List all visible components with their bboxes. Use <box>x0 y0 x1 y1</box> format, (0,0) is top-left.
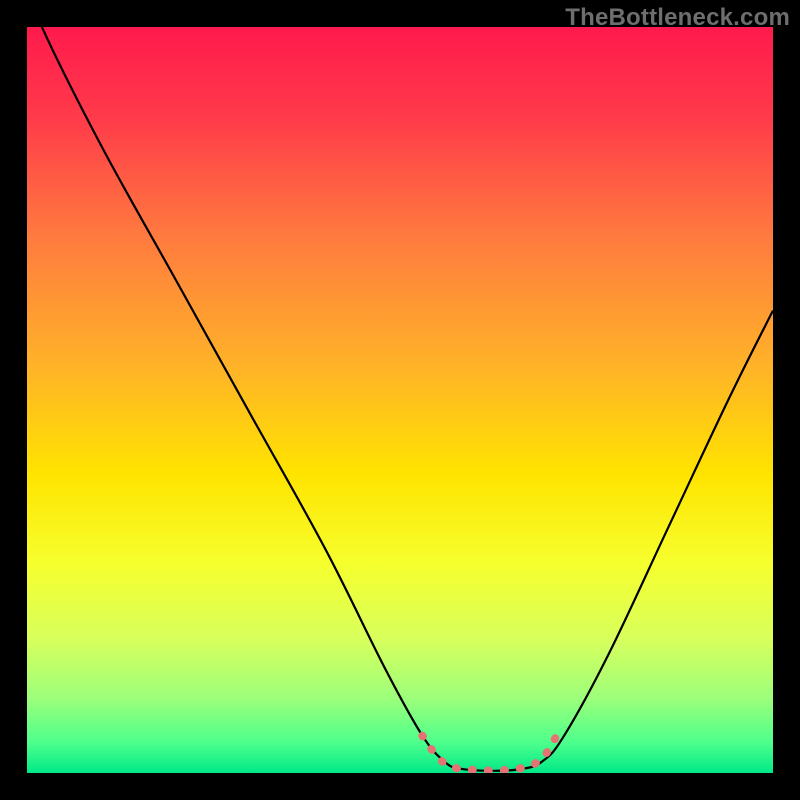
bottleneck-chart-svg <box>0 0 800 800</box>
gradient-background <box>27 27 773 773</box>
chart-stage: TheBottleneck.com <box>0 0 800 800</box>
watermark-label: TheBottleneck.com <box>565 4 790 32</box>
plot-area <box>27 0 773 773</box>
